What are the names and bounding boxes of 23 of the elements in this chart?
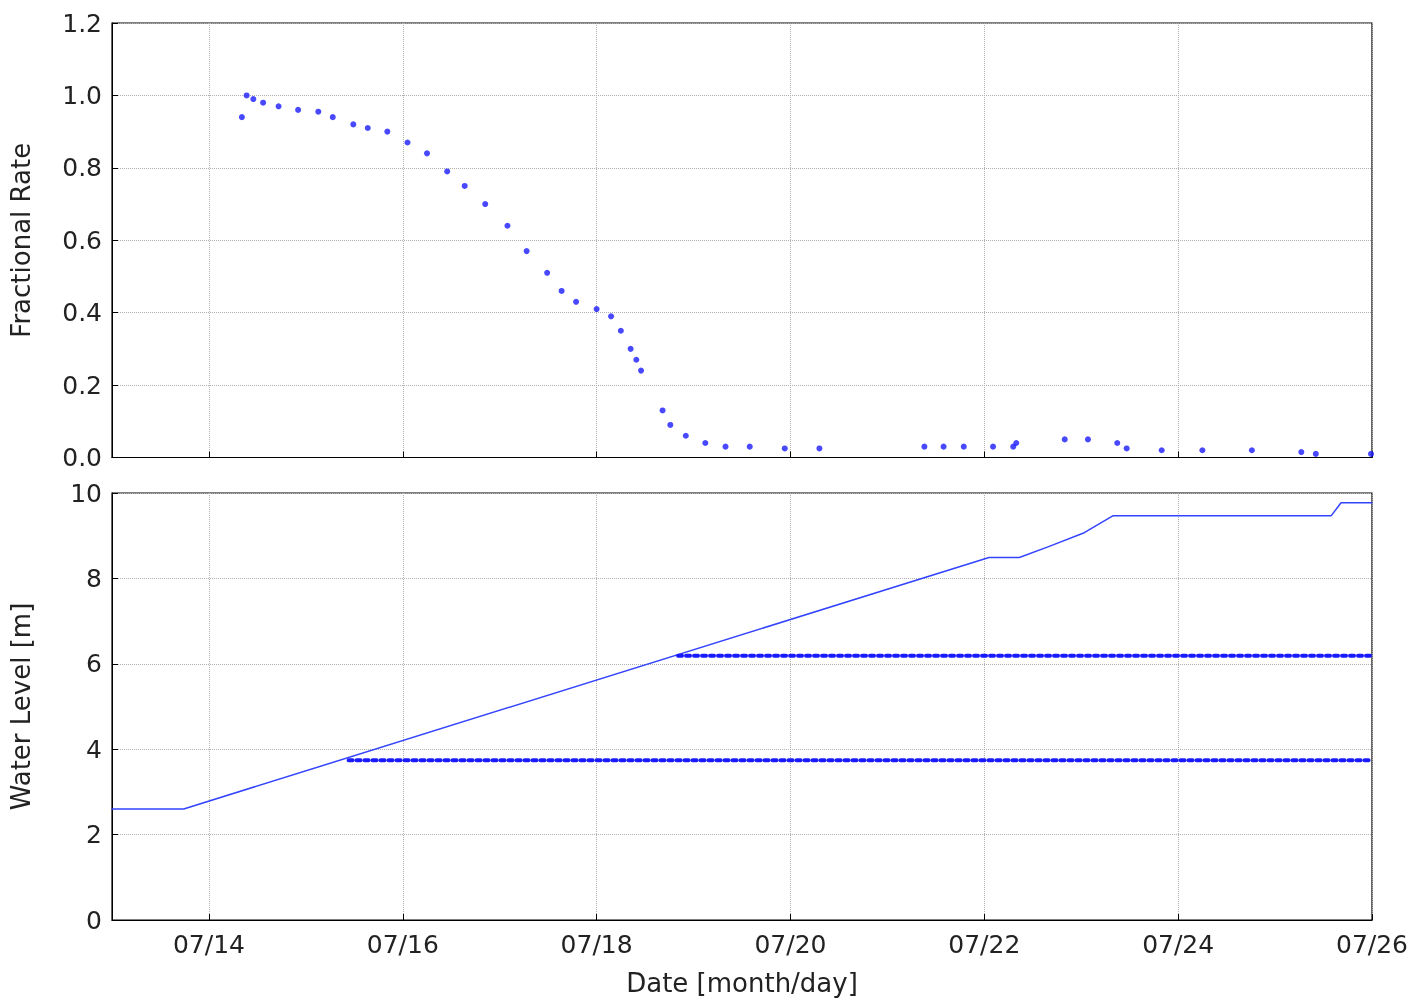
- y-tick-label: 10: [70, 478, 102, 508]
- y-axis-title: Fractional Rate: [6, 142, 36, 338]
- y-tick-label: 8: [86, 563, 102, 593]
- y-tick-label: 2: [86, 820, 102, 850]
- x-tick-label: 07/16: [366, 930, 439, 959]
- x-tick-label: 07/26: [1335, 930, 1409, 959]
- x-tick-label: 07/20: [754, 930, 827, 959]
- y-axis-title: Water Level [m]: [6, 602, 36, 811]
- x-tick-label: 07/22: [948, 930, 1021, 959]
- y-tick-label: 0.0: [62, 443, 102, 472]
- y-tick-label: 0: [86, 905, 102, 935]
- x-tick-label: 07/18: [560, 930, 633, 959]
- y-tick-label: 0.2: [62, 370, 102, 400]
- y-tick-label: 0.6: [62, 225, 102, 255]
- y-tick-label: 1.2: [62, 8, 102, 38]
- y-tick-label: 6: [86, 649, 102, 679]
- y-tick-label: 1.0: [62, 80, 102, 110]
- x-tick-label: 07/14: [172, 930, 245, 959]
- y-tick-label: 4: [86, 734, 102, 764]
- x-axis-title: Date [month/day]: [626, 968, 858, 998]
- y-tick-label: 0.8: [62, 153, 102, 183]
- x-tick-label: 07/24: [1142, 930, 1215, 959]
- y-tick-label: 0.4: [62, 298, 102, 328]
